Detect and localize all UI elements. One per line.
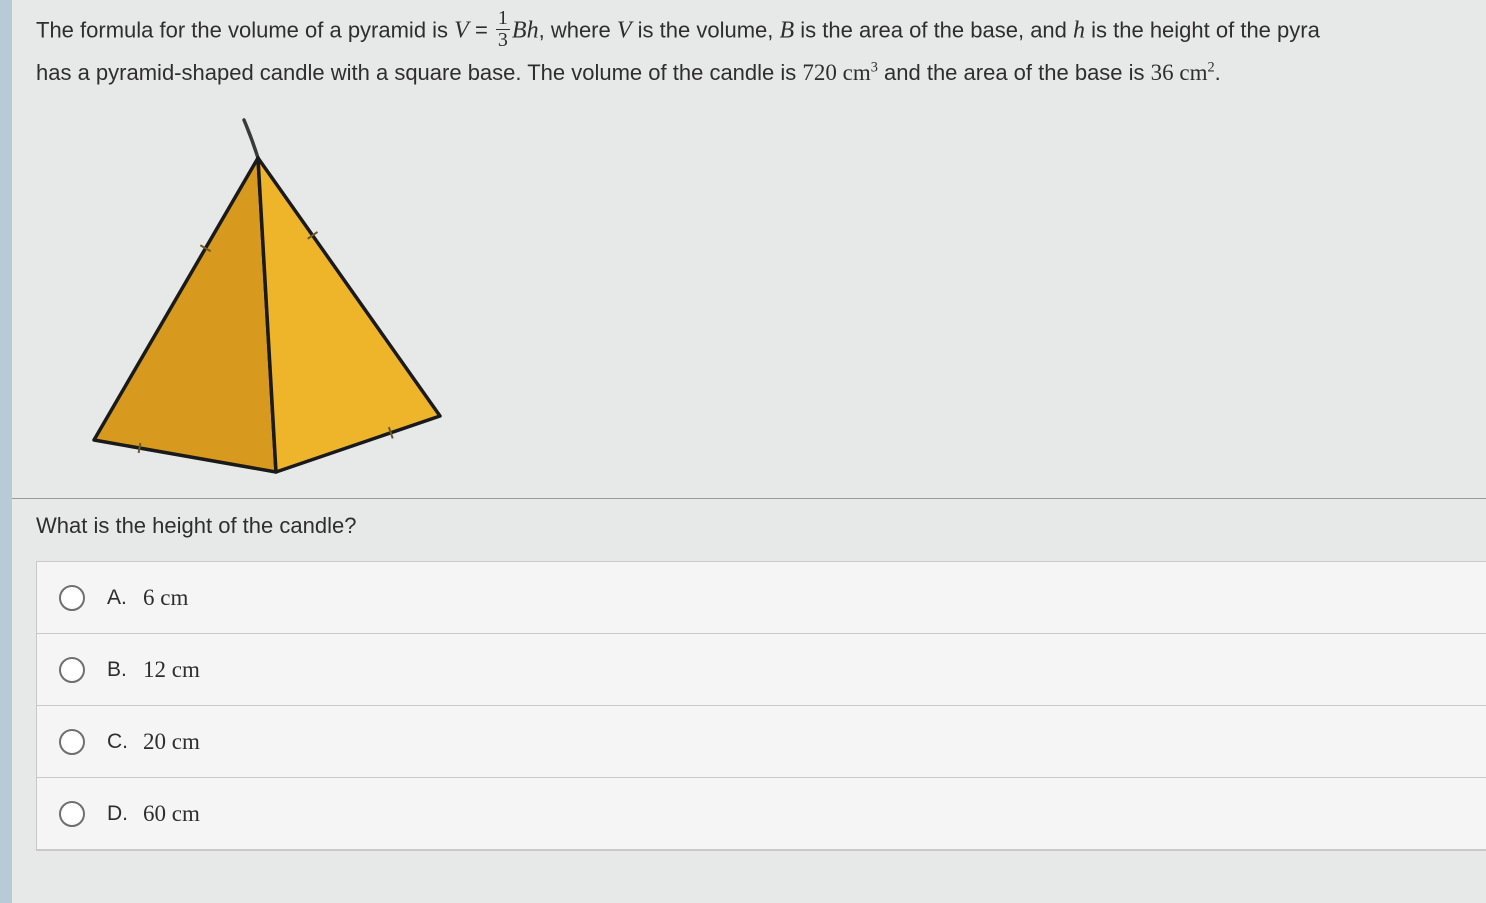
radio-icon[interactable] — [59, 729, 85, 755]
text-segment: is the height of the pyra — [1085, 17, 1320, 42]
answer-letter: A. — [107, 586, 129, 610]
answer-option-c[interactable]: C. 20 cm — [37, 706, 1486, 778]
answer-option-a[interactable]: A. 6 cm — [37, 562, 1486, 634]
text-segment: The formula for the volume of a pyramid … — [36, 17, 454, 42]
answer-value: 20 cm — [143, 729, 200, 755]
pyramid-figure — [48, 110, 448, 480]
base-area-value: 36 cm — [1151, 60, 1208, 85]
volume-exponent: 3 — [871, 60, 878, 76]
equals: = — [469, 17, 494, 42]
problem-statement: The formula for the volume of a pyramid … — [12, 0, 1486, 92]
answer-option-b[interactable]: B. 12 cm — [37, 634, 1486, 706]
volume-value: 720 cm — [802, 60, 870, 85]
answer-list: A. 6 cm B. 12 cm C. 20 cm D. 60 cm — [36, 561, 1486, 851]
var-Bh: Bh — [512, 17, 539, 43]
var-h: h — [1073, 17, 1085, 43]
radio-icon[interactable] — [59, 585, 85, 611]
question-text: What is the height of the candle? — [12, 499, 1486, 553]
text-segment: , where — [539, 17, 617, 42]
text-segment: has a pyramid-shaped candle with a squar… — [36, 60, 802, 85]
base-area-exponent: 2 — [1208, 60, 1215, 76]
fraction-numerator: 1 — [496, 8, 510, 30]
var-V: V — [454, 17, 469, 43]
answer-value: 60 cm — [143, 801, 200, 827]
answer-letter: D. — [107, 802, 129, 826]
radio-icon[interactable] — [59, 657, 85, 683]
answer-value: 6 cm — [143, 585, 188, 611]
fraction-denominator: 3 — [496, 30, 510, 51]
answer-value: 12 cm — [143, 657, 200, 683]
text-segment: is the volume, — [632, 17, 780, 42]
text-segment: . — [1215, 60, 1221, 85]
answer-letter: B. — [107, 658, 129, 682]
fraction-one-third: 13 — [496, 8, 510, 51]
text-segment: and the area of the base is — [878, 60, 1151, 85]
page: The formula for the volume of a pyramid … — [12, 0, 1486, 903]
text-segment: is the area of the base, and — [794, 17, 1073, 42]
answer-letter: C. — [107, 730, 129, 754]
figure-container — [12, 92, 1486, 498]
radio-icon[interactable] — [59, 801, 85, 827]
var-V: V — [617, 17, 632, 43]
var-B: B — [779, 17, 794, 43]
answer-option-d[interactable]: D. 60 cm — [37, 778, 1486, 850]
